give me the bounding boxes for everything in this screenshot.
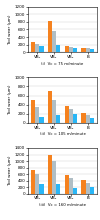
Bar (39, 46, 44, 52)
Bar (65, 175, 69, 194)
Bar (31, 100, 35, 123)
Bar (35, 174, 39, 194)
Bar (48, 154, 52, 194)
Bar (86, 115, 90, 123)
Bar (73, 114, 77, 123)
Bar (35, 44, 39, 52)
Bar (73, 48, 77, 52)
Bar (56, 184, 60, 194)
Bar (81, 180, 86, 194)
Bar (86, 183, 90, 194)
Bar (48, 91, 52, 123)
Bar (39, 117, 44, 123)
Bar (56, 115, 60, 123)
Bar (69, 178, 73, 194)
Bar (48, 21, 52, 52)
Bar (31, 170, 35, 194)
Bar (81, 48, 86, 52)
Y-axis label: Tool wear (µm): Tool wear (µm) (8, 85, 12, 115)
Bar (52, 161, 56, 194)
Bar (52, 100, 56, 123)
Bar (52, 31, 56, 52)
Bar (90, 118, 94, 123)
Bar (73, 188, 77, 194)
Bar (35, 107, 39, 123)
Bar (39, 185, 44, 194)
Bar (69, 109, 73, 123)
Y-axis label: Tool wear (µm): Tool wear (µm) (8, 14, 12, 45)
X-axis label: (i)  Vc = 75 m/minute: (i) Vc = 75 m/minute (41, 62, 84, 66)
Bar (81, 113, 86, 123)
Bar (65, 106, 69, 123)
Bar (56, 45, 60, 52)
Bar (90, 49, 94, 52)
X-axis label: (iii)  Vc = 160 m/minute: (iii) Vc = 160 m/minute (39, 203, 86, 207)
Bar (31, 42, 35, 52)
X-axis label: (ii)  Vc = 105 m/minute: (ii) Vc = 105 m/minute (40, 132, 85, 136)
Bar (65, 46, 69, 52)
Bar (90, 187, 94, 194)
Bar (86, 48, 90, 52)
Y-axis label: Tool wear (µm): Tool wear (µm) (8, 156, 12, 186)
Bar (69, 46, 73, 52)
